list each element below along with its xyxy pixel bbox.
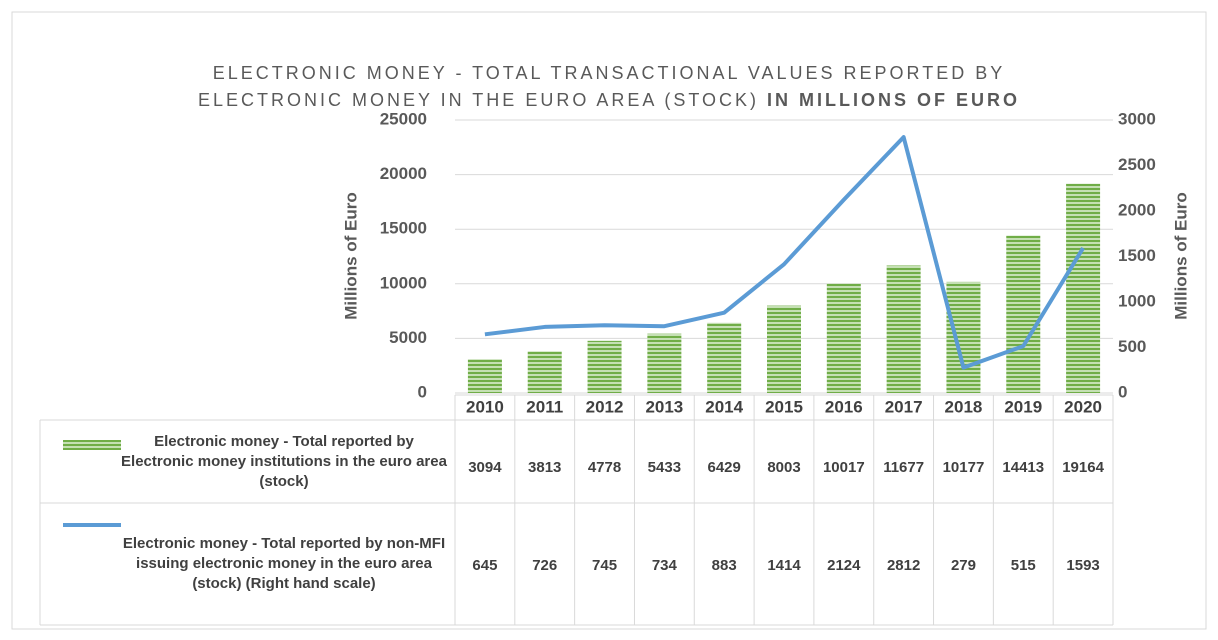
chart-title-line: ELECTRONIC MONEY IN THE EURO AREA (STOCK… <box>198 90 759 110</box>
chart-title: ELECTRONIC MONEY - TOTAL TRANSACTIONAL V… <box>213 63 1005 83</box>
bar <box>527 351 562 393</box>
y2-tick-label: 2000 <box>1118 200 1156 219</box>
y2-tick-label: 2500 <box>1118 155 1156 174</box>
legend-cell: Electronic money - Total reported by Ele… <box>40 420 455 503</box>
y2-tick-label: 1000 <box>1118 291 1156 310</box>
table-value: 8003 <box>767 459 800 476</box>
table-value: 14413 <box>1002 459 1044 476</box>
legend-cell: Electronic money - Total reported by non… <box>40 503 455 625</box>
table-value: 3094 <box>468 459 502 476</box>
bar <box>826 283 861 393</box>
table-value: 726 <box>532 557 557 574</box>
table-value: 11677 <box>883 459 924 476</box>
line-series <box>484 135 1085 370</box>
legend-entry: Electronic money - Total reported by non… <box>40 503 455 625</box>
bar <box>647 333 682 393</box>
legend-swatch <box>63 523 121 527</box>
table-value: 10017 <box>823 459 865 476</box>
x-tick-label: 2016 <box>825 397 863 416</box>
x-tick-label: 2012 <box>586 397 624 416</box>
bar <box>886 265 921 393</box>
chart-title-emphasis: IN MILLIONS OF EURO <box>767 90 1020 110</box>
x-tick-label: 2011 <box>526 397 563 416</box>
bar <box>1066 183 1101 393</box>
table-value: 1414 <box>767 557 801 574</box>
y2-tick-label: 500 <box>1118 337 1146 356</box>
table-value: 10177 <box>943 459 985 476</box>
chart-title: ELECTRONIC MONEY IN THE EURO AREA (STOCK… <box>198 90 1020 110</box>
table-value: 515 <box>1011 557 1036 574</box>
y2-tick-label: 0 <box>1118 382 1127 401</box>
y-tick-label: 10000 <box>380 273 427 292</box>
bar <box>767 305 801 393</box>
bar <box>707 322 742 393</box>
y-axis-label: Millions of Euro <box>341 192 360 320</box>
bar <box>587 340 622 393</box>
table-value: 5433 <box>648 459 681 476</box>
legend-label: Electronic money - Total reported by non… <box>122 535 446 592</box>
x-tick-label: 2014 <box>705 397 743 416</box>
table-value: 2124 <box>827 557 861 574</box>
y2-tick-label: 1500 <box>1118 246 1156 265</box>
bar <box>1006 235 1041 393</box>
x-tick-label: 2013 <box>645 397 683 416</box>
table-value: 645 <box>472 557 497 574</box>
y-tick-label: 25000 <box>380 109 427 128</box>
y-tick-label: 15000 <box>380 219 427 238</box>
y2-tick-label: 3000 <box>1118 109 1156 128</box>
bar <box>467 359 502 393</box>
bar <box>946 281 981 393</box>
x-tick-label: 2019 <box>1004 397 1042 416</box>
table-value: 2812 <box>887 557 920 574</box>
x-tick-label: 2018 <box>945 397 983 416</box>
y2-axis-label: Millions of Euro <box>1171 192 1190 320</box>
x-tick-label: 2017 <box>885 397 923 416</box>
table-value: 279 <box>951 557 976 574</box>
table-value: 745 <box>592 557 617 574</box>
table-value: 6429 <box>707 459 740 476</box>
table-value: 4778 <box>588 459 621 476</box>
y-tick-label: 0 <box>418 382 427 401</box>
table-value: 19164 <box>1062 459 1104 476</box>
legend-entry: Electronic money - Total reported by Ele… <box>40 420 455 503</box>
table-value: 3813 <box>528 459 561 476</box>
y-tick-label: 20000 <box>380 164 427 183</box>
table-value: 1593 <box>1066 557 1099 574</box>
chart-border <box>11 11 1207 630</box>
legend-swatch <box>63 440 121 450</box>
table-value: 883 <box>712 557 737 574</box>
x-tick-label: 2020 <box>1064 397 1102 416</box>
x-tick-label: 2010 <box>466 397 504 416</box>
table-value: 734 <box>652 557 678 574</box>
y-tick-label: 5000 <box>389 328 427 347</box>
legend-label: Electronic money - Total reported by Ele… <box>121 432 447 490</box>
x-tick-label: 2015 <box>765 397 803 416</box>
